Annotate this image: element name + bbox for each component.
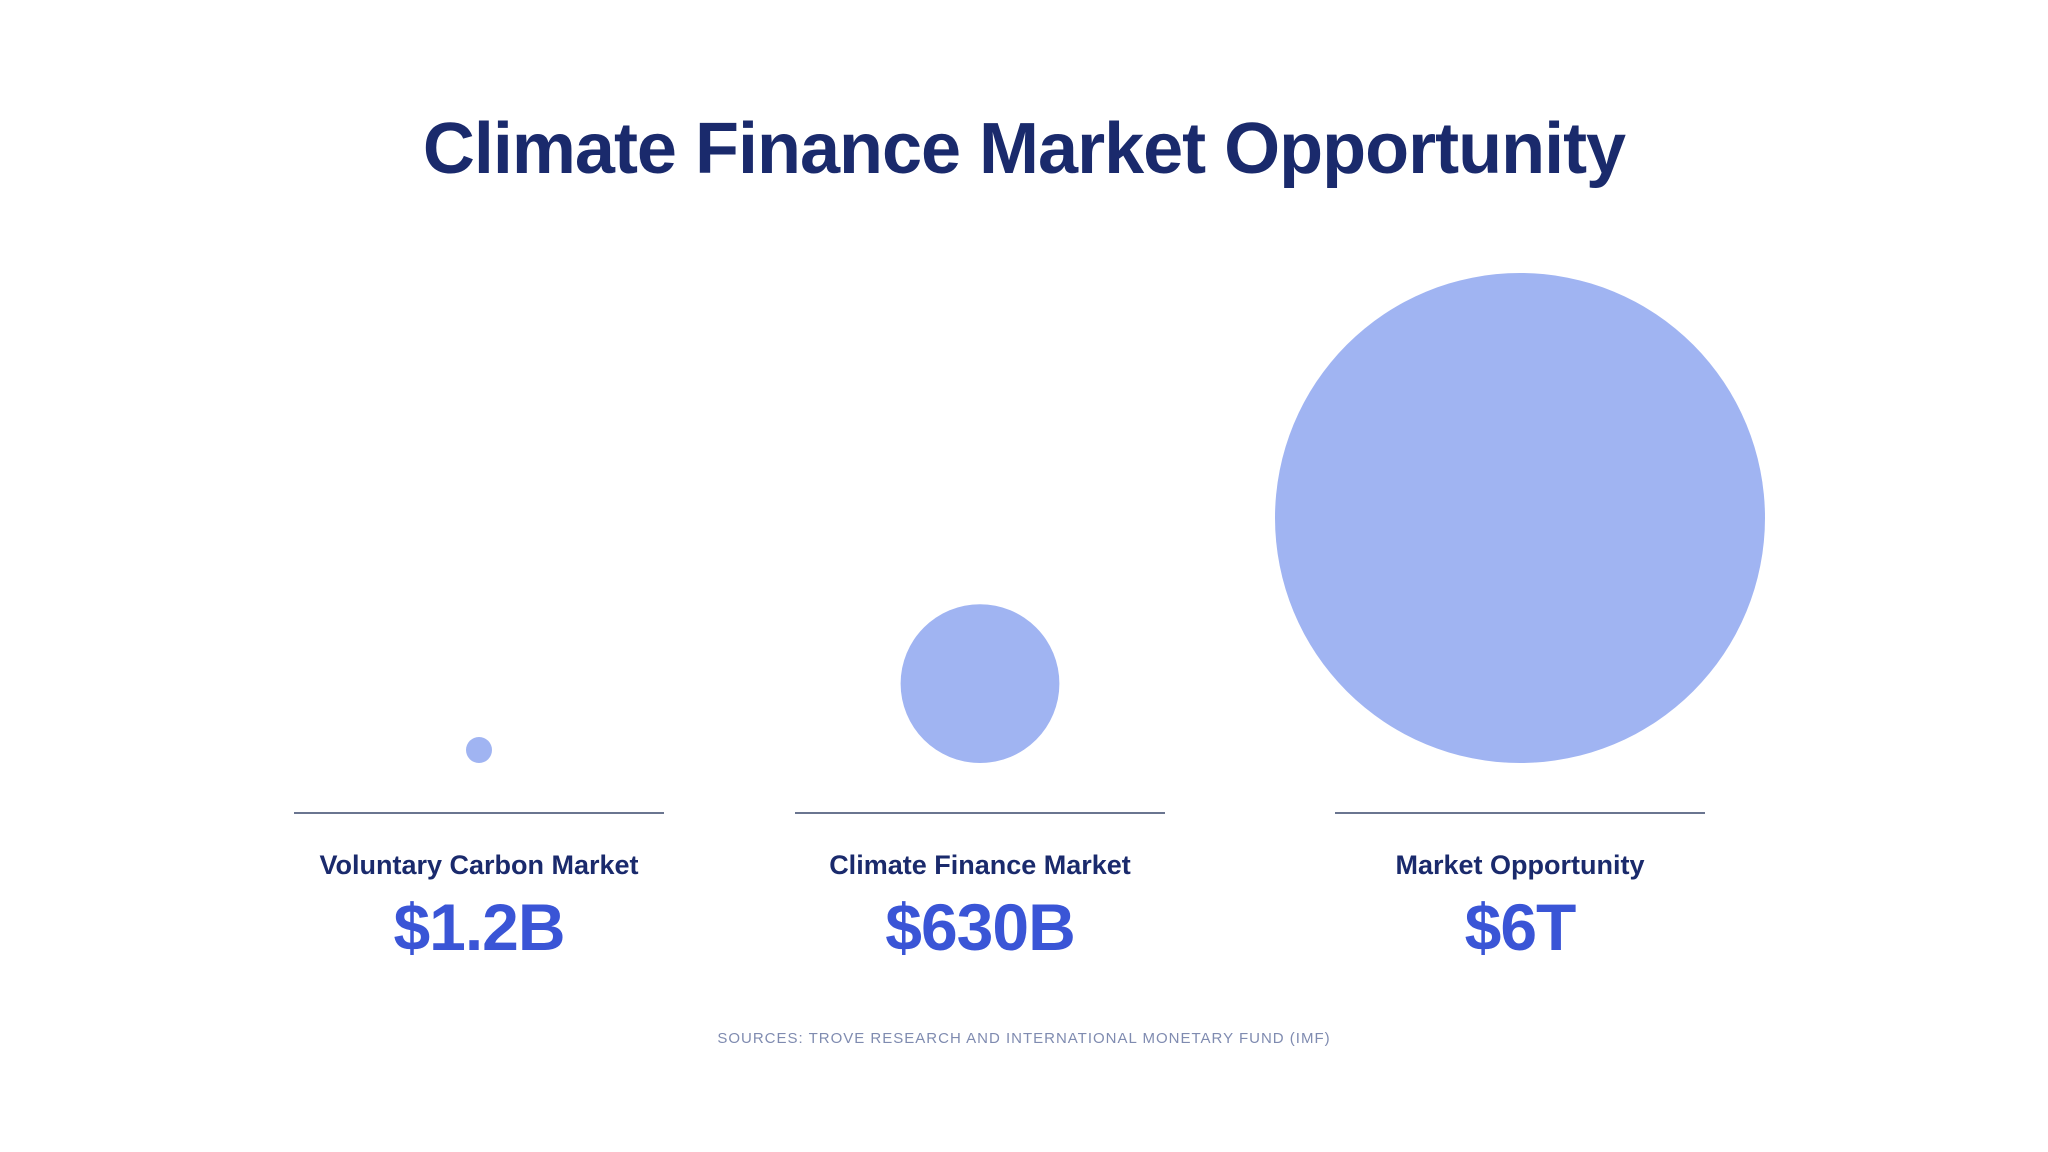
baseline-divider <box>1335 812 1705 814</box>
baseline-divider <box>294 812 664 814</box>
bubble-climate-finance <box>900 604 1060 763</box>
bubble-voluntary-carbon <box>466 737 492 763</box>
baseline-divider <box>795 812 1165 814</box>
category-column-market-opportunity: Market Opportunity $6T <box>1335 812 1705 965</box>
category-column-climate-finance: Climate Finance Market $630B <box>795 812 1165 965</box>
value-label: $630B <box>885 890 1076 964</box>
value-label: $6T <box>1464 890 1577 964</box>
source-note: SOURCES: TROVE RESEARCH AND INTERNATIONA… <box>717 1030 1331 1047</box>
category-label: Voluntary Carbon Market <box>319 850 639 880</box>
category-column-voluntary-carbon: Voluntary Carbon Market $1.2B <box>294 812 664 965</box>
value-label: $1.2B <box>393 890 565 964</box>
bubble-market-opportunity <box>1275 273 1765 763</box>
category-label: Climate Finance Market <box>829 850 1131 880</box>
category-label: Market Opportunity <box>1395 850 1645 880</box>
chart-title: Climate Finance Market Opportunity <box>422 109 1626 189</box>
